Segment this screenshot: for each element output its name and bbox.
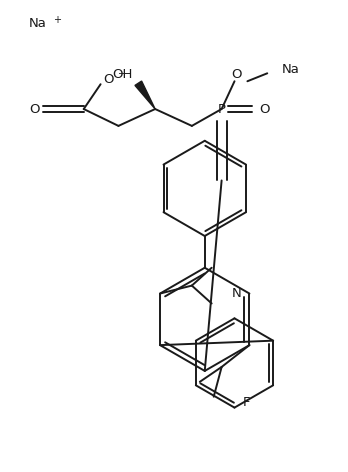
Text: Na: Na — [29, 17, 47, 30]
Text: O: O — [103, 73, 114, 86]
Text: +: + — [53, 15, 61, 25]
Text: P: P — [218, 102, 226, 116]
Text: −: − — [118, 69, 126, 79]
Text: OH: OH — [112, 68, 132, 81]
Text: Na: Na — [282, 63, 300, 76]
Text: O: O — [231, 68, 242, 81]
Polygon shape — [135, 81, 155, 109]
Text: F: F — [243, 396, 250, 409]
Text: N: N — [232, 287, 242, 300]
Text: O: O — [29, 102, 39, 116]
Text: O: O — [259, 102, 269, 116]
